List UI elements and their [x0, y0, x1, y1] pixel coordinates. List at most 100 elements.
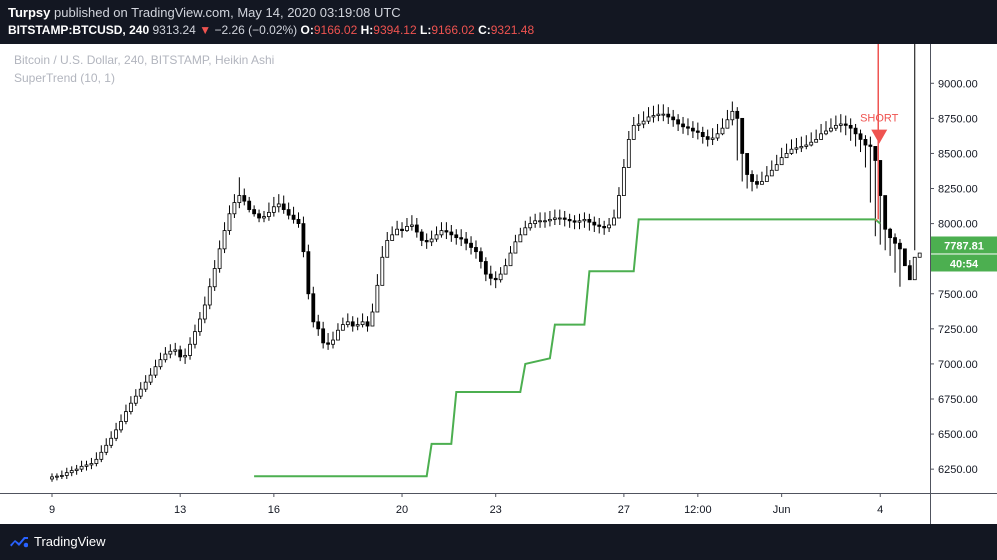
- candle-body: [528, 223, 533, 229]
- candle-body: [907, 265, 912, 281]
- candle-body: [602, 226, 607, 229]
- candle-body: [686, 126, 690, 129]
- candle-body: [375, 284, 380, 313]
- candle-body: [898, 242, 902, 250]
- candle-body: [548, 218, 552, 222]
- publish-text: published on TradingView.com, May 14, 20…: [54, 5, 401, 20]
- candle-body: [705, 136, 710, 140]
- candle-body: [291, 214, 296, 220]
- candle-body: [804, 144, 809, 147]
- price-axis-panel: [930, 44, 997, 524]
- chart-area[interactable]: Bitcoin / U.S. Dollar, 240, BITSTAMP, He…: [0, 44, 997, 524]
- candle-body: [710, 137, 715, 140]
- candle-body: [424, 240, 429, 243]
- candle-body: [355, 324, 360, 327]
- candle-body: [760, 181, 764, 185]
- candle-body: [819, 133, 823, 140]
- candle-body: [281, 203, 286, 210]
- candle-body: [715, 133, 720, 139]
- price-tick-label: 7500.00: [938, 289, 978, 301]
- candle-body: [331, 339, 335, 345]
- candle-body: [873, 146, 878, 161]
- author-name[interactable]: Turpsy: [8, 5, 51, 20]
- candle-body: [587, 218, 592, 223]
- price-tick-label: 7250.00: [938, 324, 978, 336]
- candle-body: [552, 217, 557, 220]
- candle-body: [917, 252, 922, 258]
- candle-body: [858, 133, 863, 140]
- candle-body: [695, 130, 700, 133]
- candle-body: [562, 217, 567, 220]
- price-chart[interactable]: Bitcoin / U.S. Dollar, 240, BITSTAMP, He…: [0, 44, 997, 524]
- candle-body: [405, 226, 409, 232]
- candle-body: [340, 324, 345, 331]
- candle-body: [503, 265, 508, 275]
- candle-body: [888, 228, 892, 239]
- candle-body: [474, 247, 478, 253]
- candle-body: [79, 465, 84, 470]
- candle-body: [572, 220, 577, 223]
- open-label: O:: [300, 23, 314, 37]
- candle-body: [597, 224, 602, 227]
- candle-body: [636, 123, 641, 126]
- candle-body: [848, 124, 853, 129]
- candle-body: [89, 463, 94, 466]
- candle-body: [607, 224, 611, 229]
- candle-body: [493, 277, 498, 281]
- candle-body: [212, 268, 217, 288]
- candle-body: [720, 127, 725, 135]
- candle-body: [676, 119, 681, 125]
- last-price-label: 7787.81: [944, 240, 984, 252]
- candle-body: [94, 458, 99, 464]
- candle-body: [681, 123, 685, 128]
- price-tick-label: 7000.00: [938, 359, 978, 371]
- candle-body: [508, 252, 513, 267]
- candle-body: [409, 224, 414, 227]
- candle-body: [400, 228, 404, 232]
- high-label: H:: [360, 23, 374, 37]
- brand[interactable]: TradingView: [10, 534, 106, 549]
- low-value: 9166.02: [431, 23, 475, 37]
- candle-body: [661, 113, 666, 116]
- candle-body: [838, 123, 843, 126]
- candle-body: [128, 402, 133, 413]
- short-arrow-icon: [871, 129, 888, 144]
- candle-body: [469, 242, 473, 248]
- price-tick-label: 6500.00: [938, 429, 978, 441]
- candle-body: [178, 349, 183, 358]
- candle-body: [789, 148, 794, 154]
- candle-body: [631, 124, 636, 140]
- candle-body: [69, 470, 74, 474]
- candle-body: [74, 468, 79, 471]
- candle-body: [691, 127, 695, 132]
- candle-body: [202, 304, 207, 320]
- candle-body: [449, 231, 454, 236]
- candle-body: [725, 119, 730, 129]
- candle-body: [567, 218, 572, 222]
- candle-body: [336, 329, 340, 341]
- price-tick-label: 9000.00: [938, 78, 978, 90]
- candle-body: [824, 130, 828, 135]
- change-value: −2.26 (−0.02%): [214, 23, 298, 37]
- candle-body: [296, 218, 301, 224]
- candle-body: [612, 217, 616, 226]
- candle-body: [114, 429, 118, 439]
- candle-body: [193, 331, 197, 345]
- candle-body: [232, 202, 237, 215]
- candle-body: [138, 388, 143, 397]
- candle-body: [183, 355, 188, 358]
- candle-body: [464, 238, 469, 244]
- candle-body: [188, 343, 192, 356]
- candle-body: [153, 366, 158, 376]
- candle-body: [271, 206, 276, 213]
- candle-body: [395, 228, 400, 236]
- candle-body: [350, 321, 355, 327]
- candle-body: [671, 116, 676, 121]
- close-value: 9321.48: [490, 23, 535, 37]
- change-down-icon: ▼: [199, 23, 212, 37]
- overlay-layer: SHORT: [254, 44, 899, 478]
- candle-body: [883, 195, 888, 230]
- candle-body: [158, 359, 163, 368]
- chart-header: Turpsy published on TradingView.com, May…: [0, 0, 997, 44]
- candle-body: [912, 256, 917, 281]
